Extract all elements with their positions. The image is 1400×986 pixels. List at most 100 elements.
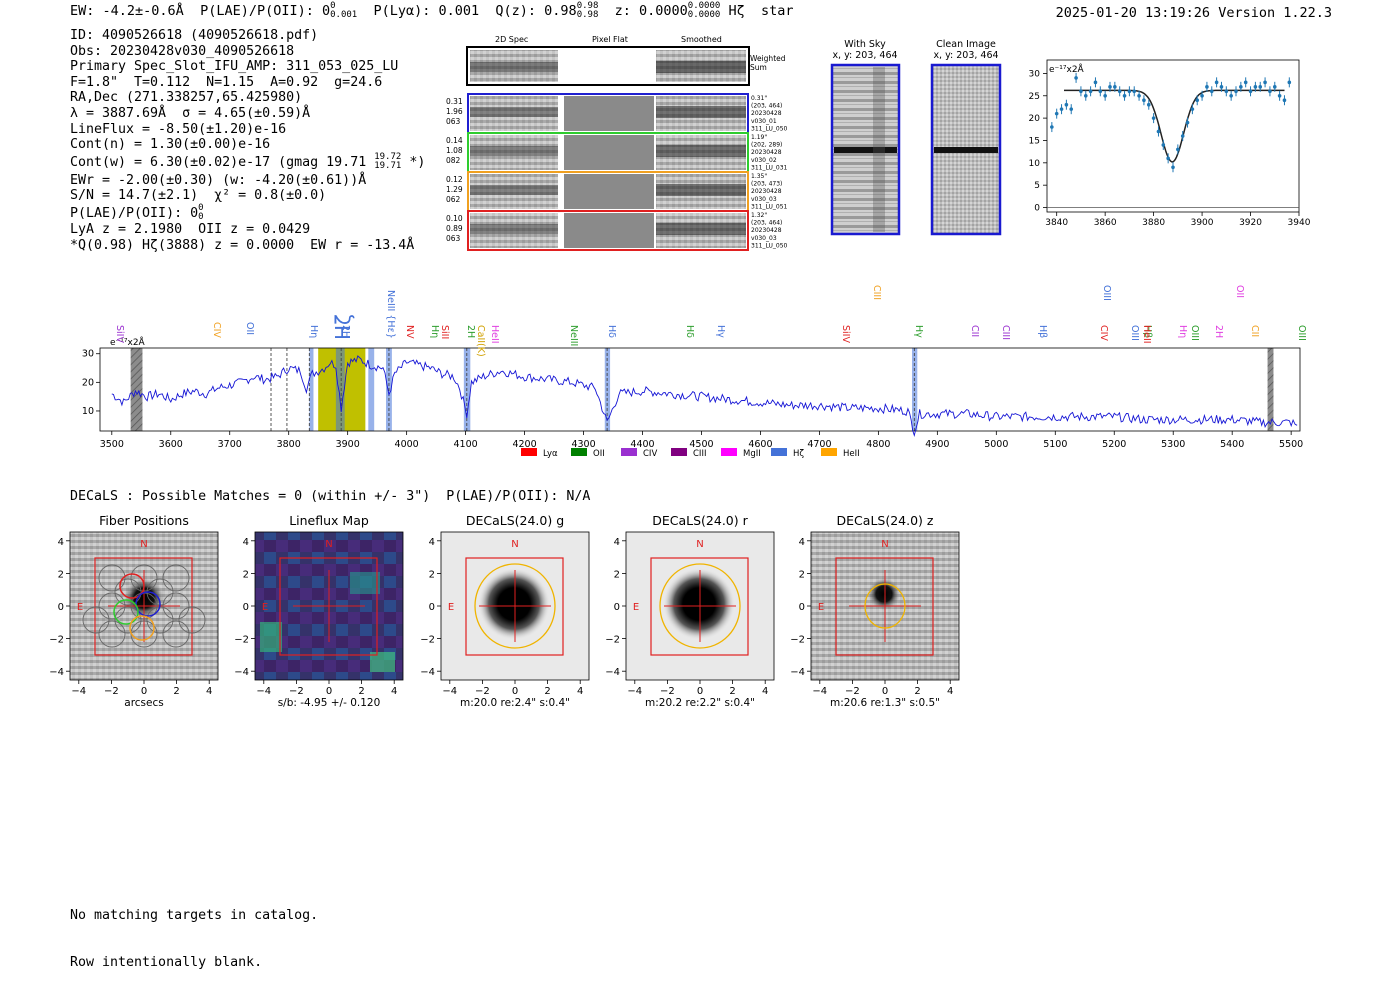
z-sub: 0.0000: [687, 10, 721, 20]
x-tick-label: 4: [391, 686, 397, 697]
zoom-data-point: [1239, 85, 1243, 89]
zoom-data-point: [1151, 116, 1156, 120]
datetime: 2025-01-20 13:19:26: [1055, 5, 1211, 21]
spectrum-x-tick-label: 4600: [748, 439, 772, 450]
x-tick-label: 2: [544, 686, 550, 697]
east-label: E: [818, 602, 824, 613]
zoom-data-point: [1142, 98, 1146, 103]
spectral-line-label: Hγ: [913, 325, 924, 338]
cutout-2dspec-trace: [470, 185, 558, 195]
cutout-row-right-value: v030_01: [751, 118, 777, 125]
cutout-row-left-value: 0.31: [446, 97, 463, 106]
zoom-x-tick-label: 3900: [1191, 218, 1214, 228]
x-tick-label: 4: [762, 686, 768, 697]
y-tick-label: 0: [58, 602, 64, 613]
panel-title: DECaLS(24.0) g: [466, 513, 564, 528]
zoom-plot-frame: [1046, 59, 1300, 213]
info-primary: Primary Spec_Slot_IFU_AMP: 311_053_025_L…: [70, 59, 399, 75]
spectral-line-label: SiII: [439, 325, 450, 339]
info-sn: S/N = 14.7(±2.1) χ² = 0.8(±0.0): [70, 188, 327, 204]
full-spectrum-plot: e⁻¹⁷x2Å 3500 3600 3700 3800 3900 4000 4100 4200…: [82, 285, 1307, 459]
panel-title: Fiber Positions: [99, 513, 189, 528]
spectrum-x-tick-label: 5400: [1220, 439, 1244, 450]
spectral-line-label: HeII: [1141, 325, 1152, 344]
with-sky-coords: x, y: 203, 464: [832, 50, 897, 61]
zoom-data-point: [1180, 134, 1185, 138]
contw-sub: 19.71: [374, 160, 402, 171]
detection-info: ID: 4090526618 (4090526618.pdf) Obs: 202…: [70, 28, 425, 253]
fiber-circle: [162, 592, 190, 620]
legend-label: Hζ: [793, 449, 804, 459]
zoom-data-point: [1287, 80, 1292, 85]
x-tick-label: −2: [660, 686, 675, 697]
spectrum-frame: [99, 347, 1301, 432]
spectrum-x-tick-label: 4300: [571, 439, 595, 450]
zoom-data-point: [1113, 85, 1117, 89]
cutout-row-right-value: (203, 464): [751, 220, 782, 227]
spectral-line-label: 2H: [340, 325, 351, 338]
zoom-y-tick-label: 15: [1029, 136, 1040, 146]
zoom-data-point: [1146, 102, 1151, 107]
zoom-data-point: [1050, 125, 1054, 129]
panel-caption: m:20.6 re:1.3" s:0.5": [830, 697, 940, 709]
zoom-data-point: [1074, 76, 1078, 80]
x-tick-label: −4: [627, 686, 642, 697]
line-id: Hζ star: [728, 3, 794, 19]
cutout-row-right-value: 0.31": [751, 95, 767, 102]
source-ellipse: [864, 583, 906, 629]
x-tick-label: −4: [71, 686, 86, 697]
y-tick-label: −2: [790, 635, 805, 646]
x-tick-label: 0: [882, 686, 888, 697]
fiber-highlight: [135, 591, 161, 617]
y-tick-label: 4: [243, 537, 249, 548]
zoom-y-tick-label: 10: [1029, 159, 1041, 169]
figure-canvas: 2D Spec Pixel Flat Smoothed Weighted Sum…: [49, 35, 1310, 709]
spectral-line-label: Hβ: [1037, 325, 1048, 338]
spectrum-x-tick-label: 5500: [1279, 439, 1303, 450]
cutout-row-right-value: 311_LU_050: [751, 125, 788, 132]
plae-value: P(LAE)/P(OII): 0: [200, 3, 331, 19]
cutout-smoothed-trace: [656, 223, 746, 235]
spectrum-x-tick-label: 4900: [925, 439, 949, 450]
cutout-row-left-value: 1.08: [446, 146, 463, 155]
y-tick-label: 0: [799, 602, 805, 613]
decals-summary: DECaLS : Possible Matches = 0 (within +/…: [70, 489, 591, 504]
qz-sup: 0.98: [576, 1, 599, 11]
info-lya: LyA z = 2.1980 OII z = 0.0429: [70, 221, 311, 237]
spectral-line-label: OII: [1234, 285, 1245, 298]
balmer-line-band: [309, 348, 314, 431]
decals-panel: N E DECaLS(24.0) r −4 −4 −2 −2 0 0 2 2 4 4 m:20.2 re:…: [605, 513, 775, 709]
spectral-line-label: CIII: [1000, 325, 1011, 340]
spectral-line-label: NeIII: [568, 325, 579, 346]
y-tick-label: 0: [614, 602, 620, 613]
info-contw: Cont(w) = 6.30(±0.02)e-17 (gmag 19.71 19…: [70, 152, 425, 171]
cutout-row-left-value: 0.12: [446, 175, 463, 184]
legend-label: OII: [593, 449, 605, 459]
info-plae-sub: 0: [198, 211, 204, 222]
spectral-line-label: OIII: [1129, 325, 1140, 341]
x-tick-label: 4: [206, 686, 212, 697]
version: Version 1.22.3: [1218, 5, 1332, 21]
legend-swatch: [671, 448, 687, 456]
zoom-data-point: [1258, 85, 1263, 89]
cutout-row-left-value: 0.14: [446, 136, 463, 145]
lineflux-map-blob: [260, 622, 282, 652]
info-obs: Obs: 20230428v030_4090526618: [70, 43, 295, 59]
cutout-row-left-value: 0.89: [446, 224, 463, 233]
zoom-data-point: [1098, 89, 1103, 94]
qz-value: Q(z): 0.98: [495, 3, 577, 19]
fiber-circle: [98, 592, 126, 620]
spectral-line-label: CIV: [1098, 325, 1109, 341]
y-tick-label: 4: [429, 537, 435, 548]
with-sky-title: With Sky: [844, 39, 886, 50]
spectral-line-label: CIII: [871, 285, 882, 300]
y-tick-label: −4: [49, 667, 64, 678]
panel-title: Lineflux Map: [289, 513, 369, 528]
spectral-line-label: OIII: [1101, 285, 1112, 301]
cutout-pixelflat: [564, 96, 654, 131]
cutout-row-right-value: v030_03: [751, 196, 777, 203]
legend-label: CIII: [693, 449, 706, 459]
zoom-data-point: [1229, 93, 1233, 98]
y-tick-label: 2: [614, 569, 620, 580]
zoom-data-point: [1054, 111, 1059, 116]
